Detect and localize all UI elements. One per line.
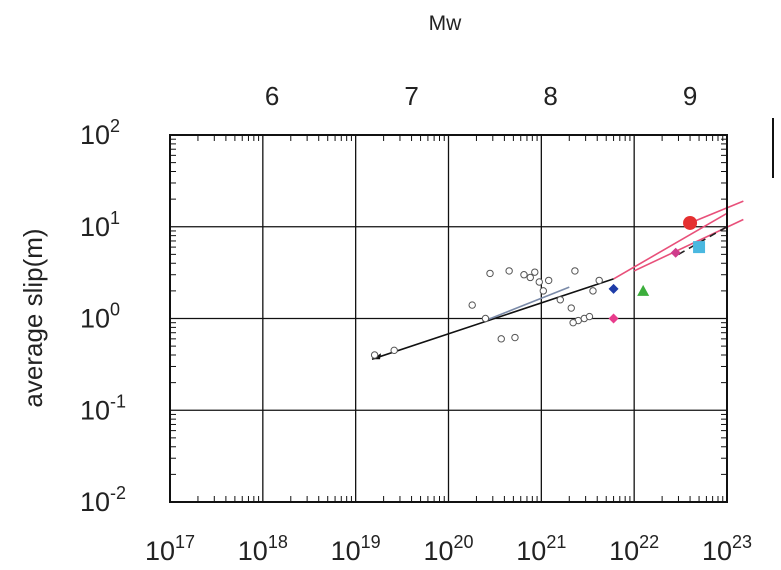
data-point xyxy=(526,273,534,282)
data-point xyxy=(481,314,490,323)
series-line xyxy=(485,286,570,322)
top-tick-label: 8 xyxy=(543,81,557,111)
x-tick-label: 1019 xyxy=(331,532,381,566)
data-point xyxy=(370,351,379,359)
data-point xyxy=(571,267,579,275)
grid-lines xyxy=(170,135,727,502)
x-tick-label: 1021 xyxy=(516,532,566,566)
data-point xyxy=(535,278,543,286)
x-tick-label: 1022 xyxy=(609,532,659,566)
data-point xyxy=(589,287,597,295)
x-tick-label: 1017 xyxy=(145,532,195,566)
y-tick-label: 10-2 xyxy=(80,483,126,517)
x-tick-label: 1023 xyxy=(702,532,752,566)
data-point xyxy=(670,247,681,258)
y-tick-label: 101 xyxy=(80,208,120,242)
data-point xyxy=(497,335,505,343)
data-point xyxy=(585,312,594,321)
series-line xyxy=(371,278,614,360)
series-line xyxy=(689,200,744,224)
data-point xyxy=(693,241,706,254)
data-point xyxy=(595,276,603,285)
data-point xyxy=(608,283,619,294)
data-point xyxy=(567,304,575,312)
top-tick-label: 7 xyxy=(404,81,418,111)
data-point xyxy=(390,346,398,355)
x-tick-label: 1018 xyxy=(238,532,288,566)
data-point xyxy=(544,276,553,285)
series-line xyxy=(613,212,728,280)
y-axis-tick-labels: 102 101 100 10-1 10-2 xyxy=(80,116,126,517)
data-point xyxy=(486,269,494,278)
data-point xyxy=(556,296,564,304)
data-point xyxy=(505,267,513,275)
data-point xyxy=(608,313,619,324)
top-axis-tick-labels: 6 7 8 9 xyxy=(265,81,697,111)
plot-frame xyxy=(169,134,728,503)
top-axis-title: Mw xyxy=(429,12,462,35)
data-point xyxy=(468,301,476,309)
y-axis-title: average slip(m) xyxy=(18,228,48,407)
data-point xyxy=(683,215,698,230)
data-points xyxy=(370,215,706,359)
regression-lines xyxy=(371,200,744,360)
x-axis-tick-labels: 1017 1018 1019 1020 1021 1022 1023 xyxy=(145,532,752,566)
data-point xyxy=(511,333,519,342)
series-line xyxy=(678,226,728,256)
x-tick-label: 1020 xyxy=(423,532,473,566)
y-tick-label: 10-1 xyxy=(80,391,126,425)
data-point xyxy=(539,287,548,295)
data-point xyxy=(637,284,650,296)
data-point xyxy=(569,318,577,327)
top-tick-label: 6 xyxy=(265,81,279,111)
top-tick-label: 9 xyxy=(683,81,697,111)
data-point xyxy=(531,268,539,276)
data-point xyxy=(520,271,528,279)
y-tick-label: 100 xyxy=(80,300,120,334)
y-tick-label: 102 xyxy=(80,116,120,150)
